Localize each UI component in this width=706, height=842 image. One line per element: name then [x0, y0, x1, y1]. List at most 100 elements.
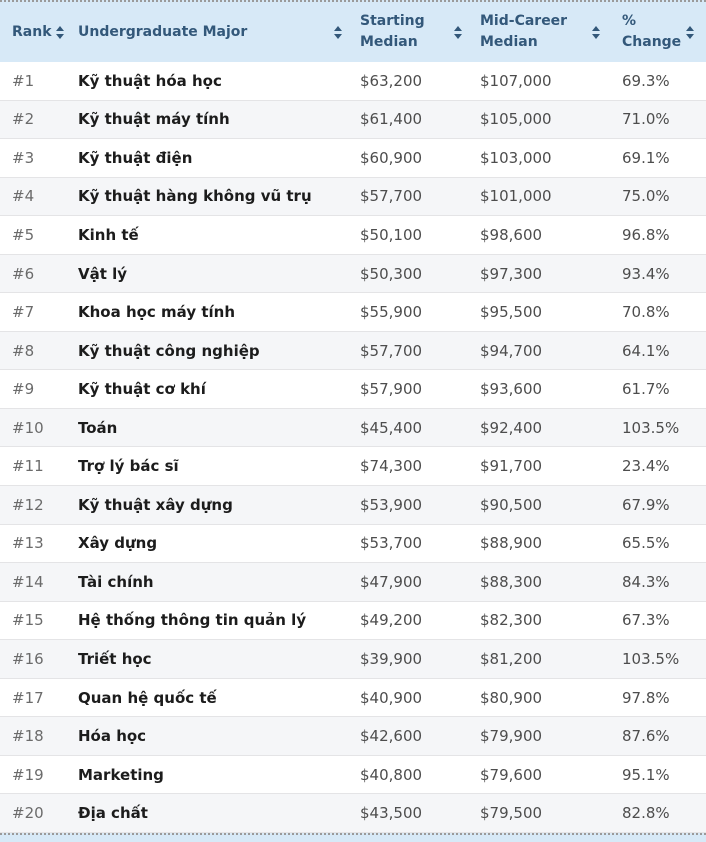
column-header-label: Starting Median	[360, 13, 425, 50]
rank-cell: #1	[12, 71, 35, 90]
starting-median-cell: $60,900	[360, 148, 423, 167]
rank-cell: #16	[12, 649, 44, 668]
mid-career-median-cell: $101,000	[480, 187, 552, 206]
percent-change-cell: 65.5%	[622, 534, 670, 553]
major-cell: Triết học	[78, 649, 152, 668]
major-cell: Xây dựng	[78, 534, 158, 553]
major-cell: Marketing	[78, 765, 164, 784]
mid-career-median-cell: $98,600	[480, 225, 543, 244]
mid-career-median-cell: $79,500	[480, 804, 543, 823]
percent-change-cell: 103.5%	[622, 418, 680, 437]
starting-median-cell: $50,300	[360, 264, 423, 283]
percent-change-cell: 70.8%	[622, 303, 670, 322]
rank-cell: #17	[12, 688, 44, 707]
starting-median-cell: $57,700	[360, 187, 423, 206]
major-cell: Kỹ thuật xây dựng	[78, 495, 233, 514]
column-header-mid-career-median[interactable]: Mid-Career Median	[472, 2, 610, 62]
major-cell: Địa chất	[78, 804, 148, 823]
mid-career-median-cell: $93,600	[480, 380, 543, 399]
starting-median-cell: $63,200	[360, 71, 423, 90]
starting-median-cell: $57,900	[360, 380, 423, 399]
table-row: #5 Kinh tế $50,100 $98,600 96.8%	[0, 216, 706, 255]
major-cell: Kỹ thuật hàng không vũ trụ	[78, 187, 312, 206]
percent-change-cell: 64.1%	[622, 341, 670, 360]
table-row: #20 Địa chất $43,500 $79,500 82.8%	[0, 794, 706, 833]
table-row: #19 Marketing $40,800 $79,600 95.1%	[0, 755, 706, 795]
sort-icon	[592, 25, 600, 39]
major-cell: Kinh tế	[78, 225, 139, 244]
percent-change-cell: 23.4%	[622, 457, 670, 476]
mid-career-median-cell: $107,000	[480, 71, 552, 90]
table-header-row: Rank Undergraduate Major Starting Median…	[0, 0, 706, 62]
major-cell: Khoa học máy tính	[78, 303, 236, 322]
starting-median-cell: $53,700	[360, 534, 423, 553]
major-cell: Hóa học	[78, 727, 147, 746]
table-row: #12 Kỹ thuật xây dựng $53,900 $90,500 67…	[0, 486, 706, 525]
mid-career-median-cell: $97,300	[480, 264, 543, 283]
starting-median-cell: $53,900	[360, 495, 423, 514]
mid-career-median-cell: $94,700	[480, 341, 543, 360]
rank-cell: #6	[12, 264, 35, 283]
mid-career-median-cell: $91,700	[480, 457, 543, 476]
percent-change-cell: 95.1%	[622, 765, 670, 784]
table-row: #16 Triết học $39,900 $81,200 103.5%	[0, 640, 706, 679]
starting-median-cell: $45,400	[360, 418, 423, 437]
sort-icon	[454, 25, 462, 39]
percent-change-cell: 82.8%	[622, 804, 670, 823]
starting-median-cell: $50,100	[360, 225, 423, 244]
percent-change-cell: 67.3%	[622, 611, 670, 630]
rank-cell: #20	[12, 804, 44, 823]
table-row: #3 Kỹ thuật điện $60,900 $103,000 69.1%	[0, 139, 706, 178]
rank-cell: #10	[12, 418, 44, 437]
column-header-starting-median[interactable]: Starting Median	[352, 2, 472, 62]
sort-icon	[334, 25, 342, 39]
percent-change-cell: 69.3%	[622, 71, 670, 90]
major-cell: Vật lý	[78, 264, 128, 283]
rank-cell: #3	[12, 148, 35, 167]
mid-career-median-cell: $92,400	[480, 418, 543, 437]
starting-median-cell: $47,900	[360, 572, 423, 591]
percent-change-cell: 93.4%	[622, 264, 670, 283]
percent-change-cell: 97.8%	[622, 688, 670, 707]
column-header-percent-change[interactable]: % Change	[610, 2, 706, 62]
major-cell: Trợ lý bác sĩ	[78, 457, 179, 476]
table-row: #8 Kỹ thuật công nghiệp $57,700 $94,700 …	[0, 331, 706, 371]
percent-change-cell: 75.0%	[622, 187, 670, 206]
percent-change-cell: 87.6%	[622, 727, 670, 746]
mid-career-median-cell: $103,000	[480, 148, 552, 167]
mid-career-median-cell: $88,300	[480, 572, 543, 591]
starting-median-cell: $49,200	[360, 611, 423, 630]
percent-change-cell: 61.7%	[622, 380, 670, 399]
table-body: #1 Kỹ thuật hóa học $63,200 $107,000 69.…	[0, 62, 706, 833]
major-cell: Kỹ thuật hóa học	[78, 71, 222, 90]
sort-icon	[686, 25, 694, 39]
sort-icon	[56, 25, 64, 39]
column-header-rank[interactable]: Rank	[0, 2, 70, 62]
mid-career-median-cell: $81,200	[480, 649, 543, 668]
percent-change-cell: 67.9%	[622, 495, 670, 514]
table-row: #15 Hệ thống thông tin quản lý $49,200 $…	[0, 601, 706, 641]
rank-cell: #15	[12, 611, 44, 630]
major-cell: Hệ thống thông tin quản lý	[78, 611, 307, 630]
starting-median-cell: $61,400	[360, 110, 423, 129]
mid-career-median-cell: $80,900	[480, 688, 543, 707]
mid-career-median-cell: $90,500	[480, 495, 543, 514]
table-row: #13 Xây dựng $53,700 $88,900 65.5%	[0, 524, 706, 564]
starting-median-cell: $39,900	[360, 649, 423, 668]
table-row: #9 Kỹ thuật cơ khí $57,900 $93,600 61.7%	[0, 370, 706, 409]
rank-cell: #5	[12, 225, 35, 244]
column-header-label: Undergraduate Major	[78, 23, 248, 40]
next-table-header-strip	[0, 832, 706, 842]
column-header-label: Mid-Career Median	[480, 13, 568, 50]
starting-median-cell: $40,900	[360, 688, 423, 707]
percent-change-cell: 71.0%	[622, 110, 670, 129]
column-header-undergraduate-major[interactable]: Undergraduate Major	[70, 2, 352, 62]
rank-cell: #2	[12, 110, 35, 129]
percent-change-cell: 69.1%	[622, 148, 670, 167]
table-row: #4 Kỹ thuật hàng không vũ trụ $57,700 $1…	[0, 177, 706, 217]
mid-career-median-cell: $95,500	[480, 303, 543, 322]
mid-career-median-cell: $105,000	[480, 110, 552, 129]
column-header-label: % Change	[622, 13, 682, 50]
table-row: #18 Hóa học $42,600 $79,900 87.6%	[0, 717, 706, 756]
